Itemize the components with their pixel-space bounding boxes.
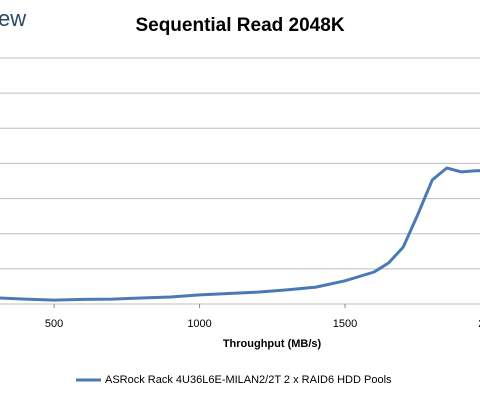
- logo: ew: [0, 6, 26, 31]
- chart-title: Sequential Read 2048K: [135, 15, 344, 36]
- legend-label: ASRock Rack 4U36L6E-MILAN2/2T 2 x RAID6 …: [105, 374, 392, 386]
- x-tick-label: 2000: [478, 318, 480, 330]
- line: [0, 166, 480, 302]
- x-tick-label: 500: [45, 318, 63, 330]
- x-tick-label: 1500: [333, 318, 357, 330]
- x-axis-label: Throughput (MB/s): [223, 338, 322, 350]
- x-tick-label: 1000: [187, 318, 211, 330]
